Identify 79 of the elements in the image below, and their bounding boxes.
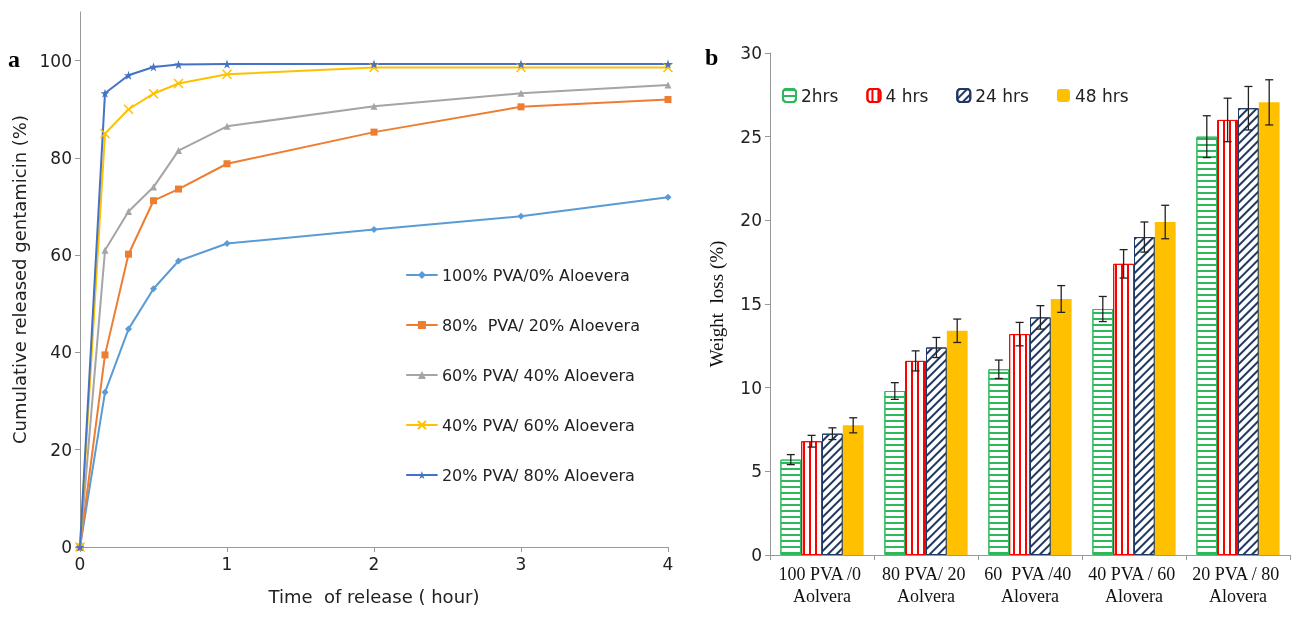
y-tick-label: 5	[751, 461, 762, 482]
y-tick-label: 20	[50, 439, 72, 460]
point	[101, 351, 109, 359]
point	[99, 128, 111, 139]
bar	[1258, 102, 1280, 555]
y-tick-label: 10	[740, 377, 762, 398]
legend-label: 2hrs	[801, 85, 839, 106]
x-tick-label: 2	[368, 553, 380, 574]
x-tick-label: 100 PVA /0 Aolvera	[778, 564, 866, 606]
x-axis-title: Time of release ( hour)	[267, 585, 480, 607]
y-axis-title: Weight loss (%)	[706, 240, 728, 368]
y-tick-label: 25	[740, 126, 762, 147]
point	[174, 257, 182, 265]
point	[516, 59, 526, 69]
text: b	[705, 44, 719, 70]
y-tick-label: 80	[50, 147, 72, 168]
point	[101, 246, 109, 254]
y-tick-label: 30	[740, 43, 762, 63]
point	[149, 62, 158, 72]
point	[150, 183, 157, 191]
x-tick-label: 0	[74, 553, 86, 574]
point	[223, 160, 231, 168]
y-tick-label: 100	[39, 50, 72, 71]
legend-label: 48 hrs	[1074, 85, 1129, 106]
point	[173, 78, 184, 89]
y-axis-title: Cumulative released gentamicin (%)	[9, 115, 31, 444]
point	[150, 197, 157, 205]
point	[370, 102, 378, 110]
x-tick-label: 40 PVA / 60 Alovera	[1088, 564, 1180, 606]
y-tick-label: 20	[740, 210, 762, 231]
point	[125, 250, 133, 258]
point	[368, 62, 380, 73]
x-tick-label: 4	[662, 553, 674, 574]
point	[664, 81, 672, 89]
point	[174, 185, 182, 193]
point	[150, 285, 157, 293]
point	[370, 128, 378, 136]
bar	[1154, 222, 1176, 555]
y-tick-label: 0	[61, 537, 72, 557]
point	[223, 240, 231, 248]
point	[174, 147, 182, 155]
point	[148, 88, 159, 99]
point	[664, 96, 672, 104]
legend-label: 100% PVA/0% Aloevera	[441, 265, 630, 285]
x-tick-label: 80 PVA/ 20 Aolvera	[881, 564, 971, 606]
x-tick-label: 20 PVA / 80 Alovera	[1192, 564, 1284, 606]
point	[173, 60, 183, 70]
y-tick-label: 60	[50, 245, 72, 266]
legend-label: 4 hrs	[885, 85, 929, 106]
x-tick-label: 1	[221, 553, 233, 574]
point	[100, 88, 110, 98]
x-tick-label: 60 PVA /40 Alovera	[984, 564, 1076, 606]
point	[123, 104, 134, 115]
point	[125, 207, 133, 215]
point	[369, 59, 379, 69]
point	[370, 225, 378, 233]
point	[662, 62, 674, 73]
bar	[946, 330, 968, 555]
legend-label: 24 hrs	[975, 85, 1030, 106]
legend-label: 60% PVA/ 40% Aloevera	[441, 365, 635, 385]
legend-label: 80% PVA/ 20% Aloevera	[441, 315, 640, 335]
point	[515, 62, 527, 73]
point	[517, 103, 525, 111]
point	[223, 122, 231, 130]
legend-label: 40% PVA/ 60% Aloevera	[441, 415, 635, 435]
y-tick-label: 40	[50, 342, 72, 363]
legend-label: 20% PVA/ 80% Aloevera	[441, 465, 635, 485]
point	[664, 193, 672, 201]
point	[663, 59, 673, 69]
y-tick-label: 15	[740, 294, 762, 314]
point	[125, 325, 133, 333]
x-tick-label: 3	[515, 553, 527, 574]
point	[517, 212, 525, 220]
point	[517, 89, 525, 97]
point	[101, 388, 109, 396]
text: a	[8, 46, 20, 72]
bar	[1050, 298, 1072, 555]
point	[221, 69, 233, 80]
bar	[842, 425, 864, 555]
